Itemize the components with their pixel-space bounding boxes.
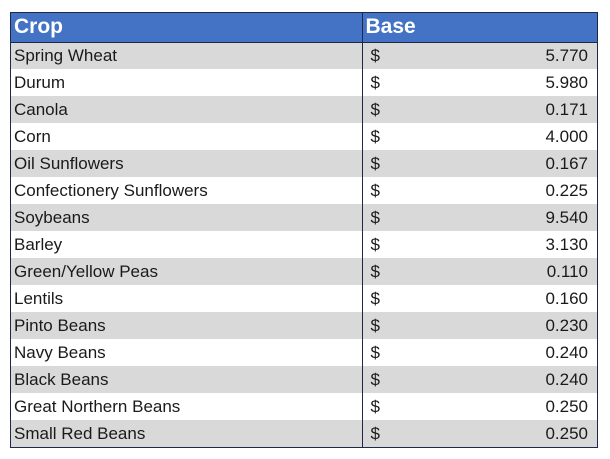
- crop-name-cell: Great Northern Beans: [11, 393, 363, 420]
- table-row: Pinto Beans $0.230: [11, 312, 597, 339]
- base-price-value: 5.770: [545, 45, 588, 65]
- base-price-cell: $4.000: [362, 123, 597, 150]
- currency-symbol: $: [370, 423, 380, 443]
- base-price-value: 0.167: [545, 153, 588, 173]
- base-price-cell: $5.980: [362, 69, 597, 96]
- currency-symbol: $: [370, 261, 380, 281]
- base-price-value: 0.240: [545, 369, 588, 389]
- column-header-crop: Crop: [11, 13, 362, 43]
- table-row: Navy Beans $0.240: [11, 339, 597, 366]
- currency-symbol: $: [370, 72, 380, 92]
- base-price-cell: $3.130: [362, 231, 597, 258]
- table-row: Confectionery Sunflowers $0.225: [11, 177, 597, 204]
- base-price-value: 3.130: [545, 234, 588, 254]
- crop-name-cell: Corn: [11, 123, 363, 150]
- crop-name-cell: Small Red Beans: [11, 420, 363, 447]
- table-body: Spring Wheat $5.770 Durum $5.980 Canola $0.17…: [11, 42, 597, 447]
- base-price-value: 0.225: [545, 180, 588, 200]
- table-row: Oil Sunflowers $0.167: [11, 150, 597, 177]
- table-row: Lentils $0.160: [11, 285, 597, 312]
- crop-name-cell: Canola: [11, 96, 363, 123]
- base-price-value: 0.160: [545, 288, 588, 308]
- crop-name-cell: Durum: [11, 69, 363, 96]
- crop-name-cell: Spring Wheat: [11, 42, 363, 69]
- base-price-value: 0.250: [545, 423, 588, 443]
- crop-name-cell: Barley: [11, 231, 363, 258]
- base-price-cell: $0.225: [362, 177, 597, 204]
- base-price-cell: $0.110: [362, 258, 597, 285]
- base-price-cell: $9.540: [362, 204, 597, 231]
- table-row: Corn $4.000: [11, 123, 597, 150]
- currency-symbol: $: [370, 315, 380, 335]
- currency-symbol: $: [370, 369, 380, 389]
- table-row: Durum $5.980: [11, 69, 597, 96]
- crop-name-cell: Soybeans: [11, 204, 363, 231]
- currency-symbol: $: [370, 45, 380, 65]
- base-price-cell: $0.171: [362, 96, 597, 123]
- column-header-base: Base: [361, 13, 597, 43]
- table-row: Small Red Beans $0.250: [11, 420, 597, 447]
- price-table: Crop Base Spring Wheat $5.770 Durum $5.980 C…: [11, 13, 597, 447]
- base-price-value: 0.250: [545, 396, 588, 416]
- crop-name-cell: Pinto Beans: [11, 312, 363, 339]
- crop-name-cell: Green/Yellow Peas: [11, 258, 363, 285]
- base-price-cell: $0.167: [362, 150, 597, 177]
- currency-symbol: $: [370, 396, 380, 416]
- table-row: Barley $3.130: [11, 231, 597, 258]
- header-row: Crop Base: [11, 13, 597, 43]
- base-price-cell: $0.250: [362, 420, 597, 447]
- currency-symbol: $: [370, 126, 380, 146]
- base-price-value: 0.171: [545, 99, 588, 119]
- crop-name-cell: Black Beans: [11, 366, 363, 393]
- table-header: Crop Base: [11, 13, 597, 43]
- crop-base-table: Crop Base Spring Wheat $5.770 Durum $5.980 C…: [10, 12, 598, 448]
- currency-symbol: $: [370, 99, 380, 119]
- currency-symbol: $: [370, 342, 380, 362]
- crop-name-cell: Oil Sunflowers: [11, 150, 363, 177]
- table-row: Great Northern Beans $0.250: [11, 393, 597, 420]
- base-price-cell: $0.250: [362, 393, 597, 420]
- base-price-cell: $0.160: [362, 285, 597, 312]
- base-price-value: 0.240: [545, 342, 588, 362]
- crop-name-cell: Confectionery Sunflowers: [11, 177, 363, 204]
- base-price-cell: $0.230: [362, 312, 597, 339]
- base-price-cell: $0.240: [362, 366, 597, 393]
- currency-symbol: $: [370, 234, 380, 254]
- currency-symbol: $: [370, 207, 380, 227]
- currency-symbol: $: [370, 153, 380, 173]
- table-row: Black Beans $0.240: [11, 366, 597, 393]
- crop-name-cell: Navy Beans: [11, 339, 363, 366]
- base-price-value: 9.540: [545, 207, 588, 227]
- base-price-cell: $5.770: [362, 42, 597, 69]
- base-price-cell: $0.240: [362, 339, 597, 366]
- base-price-value: 4.000: [545, 126, 588, 146]
- base-price-value: 5.980: [545, 72, 588, 92]
- base-price-value: 0.110: [546, 261, 588, 281]
- base-price-value: 0.230: [545, 315, 588, 335]
- table-row: Green/Yellow Peas $0.110: [11, 258, 597, 285]
- table-row: Canola $0.171: [11, 96, 597, 123]
- currency-symbol: $: [370, 180, 380, 200]
- crop-name-cell: Lentils: [11, 285, 363, 312]
- table-row: Soybeans $9.540: [11, 204, 597, 231]
- table-row: Spring Wheat $5.770: [11, 42, 597, 69]
- currency-symbol: $: [370, 288, 380, 308]
